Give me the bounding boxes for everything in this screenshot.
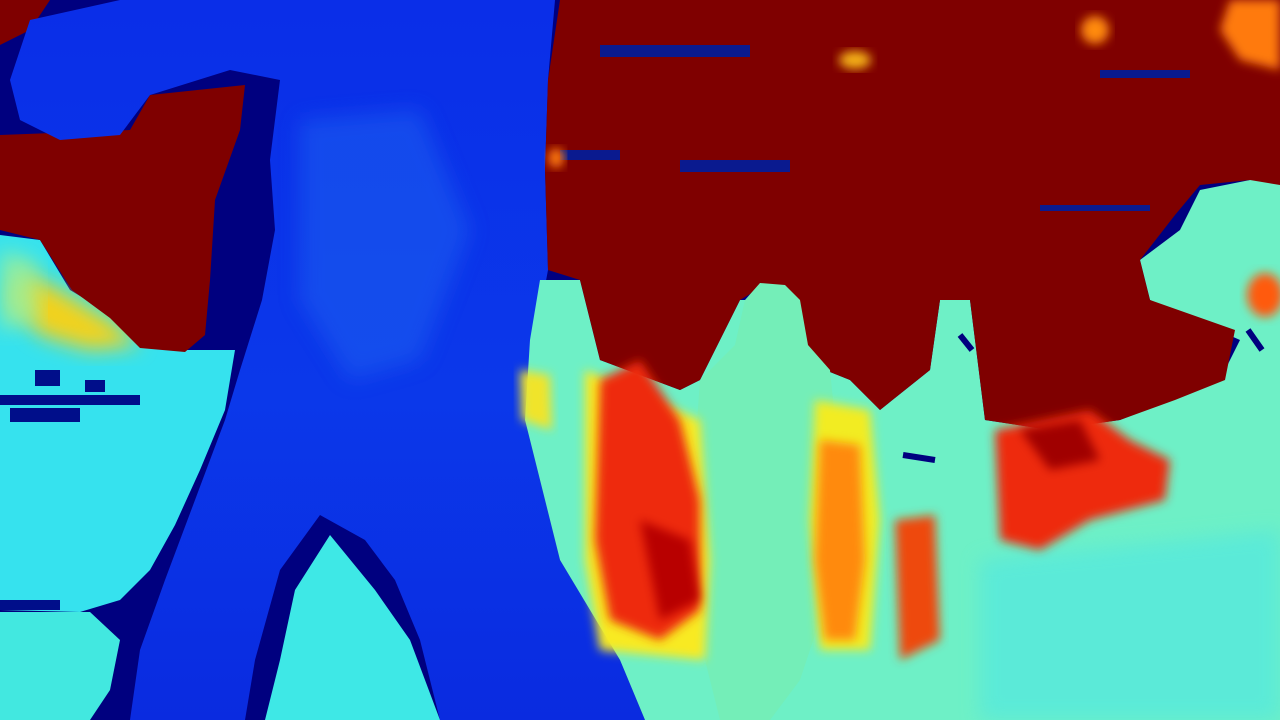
- person-silhouette: [695, 283, 835, 720]
- ground-right-cool: [980, 530, 1280, 720]
- hot-speck-right-edge: [1247, 273, 1280, 317]
- hot-speck-left: [548, 148, 564, 168]
- sky-far-corner-left: [0, 0, 50, 45]
- noise-streaks-right: [560, 45, 1190, 211]
- column-highlight: [300, 110, 470, 380]
- foreground-blue-column: [10, 0, 645, 720]
- warm-glow-left: [10, 270, 140, 350]
- hot-speck-top-right: [1220, 0, 1280, 70]
- hot-patch-right-core: [1020, 420, 1100, 470]
- hot-band-left-core: [640, 520, 700, 620]
- noise-cracks: [902, 328, 1265, 463]
- ground-left-bottom: [0, 612, 120, 720]
- hot-speck-top: [1081, 16, 1109, 44]
- sky-far-region-right: [545, 0, 1280, 430]
- ground-center-triangle: [265, 535, 440, 720]
- green-glow-left: [0, 250, 40, 330]
- hot-speck-mid: [839, 51, 871, 69]
- noise-holes-left: [0, 370, 140, 610]
- hot-band-right-small: [895, 515, 940, 660]
- hot-band-right: [815, 440, 865, 640]
- warm-sliver: [520, 370, 552, 430]
- sky-far-region-left: [0, 85, 245, 352]
